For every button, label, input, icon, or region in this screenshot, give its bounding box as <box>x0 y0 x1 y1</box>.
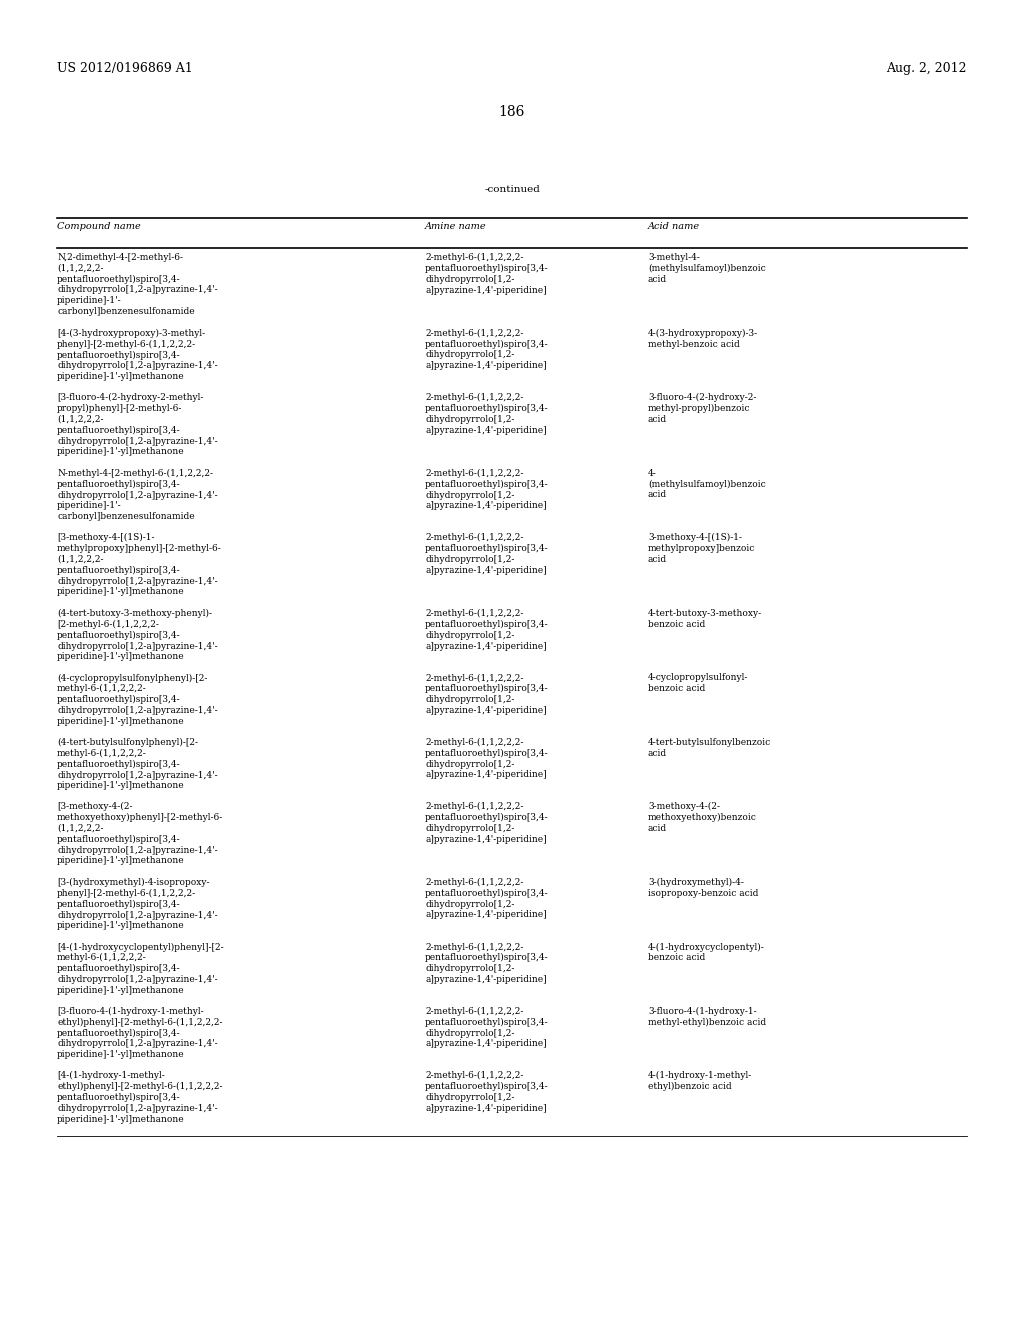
Text: [4-(1-hydroxycyclopentyl)phenyl]-[2-
methyl-6-(1,1,2,2,2-
pentafluoroethyl)spiro: [4-(1-hydroxycyclopentyl)phenyl]-[2- met… <box>57 942 223 995</box>
Text: 2-methyl-6-(1,1,2,2,2-
pentafluoroethyl)spiro[3,4-
dihydropyrrolo[1,2-
a]pyrazin: 2-methyl-6-(1,1,2,2,2- pentafluoroethyl)… <box>425 469 549 511</box>
Text: 3-(hydroxymethyl)-4-
isopropoxy-benzoic acid: 3-(hydroxymethyl)-4- isopropoxy-benzoic … <box>648 878 759 898</box>
Text: 4-(1-hydroxy-1-methyl-
ethyl)benzoic acid: 4-(1-hydroxy-1-methyl- ethyl)benzoic aci… <box>648 1072 753 1092</box>
Text: (4-cyclopropylsulfonylphenyl)-[2-
methyl-6-(1,1,2,2,2-
pentafluoroethyl)spiro[3,: (4-cyclopropylsulfonylphenyl)-[2- methyl… <box>57 673 218 726</box>
Text: (4-tert-butylsulfonylphenyl)-[2-
methyl-6-(1,1,2,2,2-
pentafluoroethyl)spiro[3,4: (4-tert-butylsulfonylphenyl)-[2- methyl-… <box>57 738 218 791</box>
Text: 3-fluoro-4-(1-hydroxy-1-
methyl-ethyl)benzoic acid: 3-fluoro-4-(1-hydroxy-1- methyl-ethyl)be… <box>648 1007 766 1027</box>
Text: Acid name: Acid name <box>648 222 700 231</box>
Text: 2-methyl-6-(1,1,2,2,2-
pentafluoroethyl)spiro[3,4-
dihydropyrrolo[1,2-
a]pyrazin: 2-methyl-6-(1,1,2,2,2- pentafluoroethyl)… <box>425 673 549 715</box>
Text: 186: 186 <box>499 106 525 119</box>
Text: [3-methoxy-4-(2-
methoxyethoxy)phenyl]-[2-methyl-6-
(1,1,2,2,2-
pentafluoroethyl: [3-methoxy-4-(2- methoxyethoxy)phenyl]-[… <box>57 803 223 866</box>
Text: 2-methyl-6-(1,1,2,2,2-
pentafluoroethyl)spiro[3,4-
dihydropyrrolo[1,2-
a]pyrazin: 2-methyl-6-(1,1,2,2,2- pentafluoroethyl)… <box>425 253 549 294</box>
Text: 3-methyl-4-
(methylsulfamoyl)benzoic
acid: 3-methyl-4- (methylsulfamoyl)benzoic aci… <box>648 253 766 284</box>
Text: 4-
(methylsulfamoyl)benzoic
acid: 4- (methylsulfamoyl)benzoic acid <box>648 469 766 499</box>
Text: Aug. 2, 2012: Aug. 2, 2012 <box>887 62 967 75</box>
Text: N,2-dimethyl-4-[2-methyl-6-
(1,1,2,2,2-
pentafluoroethyl)spiro[3,4-
dihydropyrro: N,2-dimethyl-4-[2-methyl-6- (1,1,2,2,2- … <box>57 253 218 315</box>
Text: 2-methyl-6-(1,1,2,2,2-
pentafluoroethyl)spiro[3,4-
dihydropyrrolo[1,2-
a]pyrazin: 2-methyl-6-(1,1,2,2,2- pentafluoroethyl)… <box>425 609 549 651</box>
Text: [3-fluoro-4-(1-hydroxy-1-methyl-
ethyl)phenyl]-[2-methyl-6-(1,1,2,2,2-
pentafluo: [3-fluoro-4-(1-hydroxy-1-methyl- ethyl)p… <box>57 1007 222 1059</box>
Text: N-methyl-4-[2-methyl-6-(1,1,2,2,2-
pentafluoroethyl)spiro[3,4-
dihydropyrrolo[1,: N-methyl-4-[2-methyl-6-(1,1,2,2,2- penta… <box>57 469 218 521</box>
Text: Amine name: Amine name <box>425 222 486 231</box>
Text: 2-methyl-6-(1,1,2,2,2-
pentafluoroethyl)spiro[3,4-
dihydropyrrolo[1,2-
a]pyrazin: 2-methyl-6-(1,1,2,2,2- pentafluoroethyl)… <box>425 803 549 843</box>
Text: -continued: -continued <box>484 185 540 194</box>
Text: 2-methyl-6-(1,1,2,2,2-
pentafluoroethyl)spiro[3,4-
dihydropyrrolo[1,2-
a]pyrazin: 2-methyl-6-(1,1,2,2,2- pentafluoroethyl)… <box>425 942 549 983</box>
Text: US 2012/0196869 A1: US 2012/0196869 A1 <box>57 62 193 75</box>
Text: [3-methoxy-4-[(1S)-1-
methylpropoxy]phenyl]-[2-methyl-6-
(1,1,2,2,2-
pentafluoro: [3-methoxy-4-[(1S)-1- methylpropoxy]phen… <box>57 533 222 597</box>
Text: Compound name: Compound name <box>57 222 140 231</box>
Text: (4-tert-butoxy-3-methoxy-phenyl)-
[2-methyl-6-(1,1,2,2,2-
pentafluoroethyl)spiro: (4-tert-butoxy-3-methoxy-phenyl)- [2-met… <box>57 609 218 661</box>
Text: 2-methyl-6-(1,1,2,2,2-
pentafluoroethyl)spiro[3,4-
dihydropyrrolo[1,2-
a]pyrazin: 2-methyl-6-(1,1,2,2,2- pentafluoroethyl)… <box>425 738 549 779</box>
Text: 4-(1-hydroxycyclopentyl)-
benzoic acid: 4-(1-hydroxycyclopentyl)- benzoic acid <box>648 942 765 962</box>
Text: 2-methyl-6-(1,1,2,2,2-
pentafluoroethyl)spiro[3,4-
dihydropyrrolo[1,2-
a]pyrazin: 2-methyl-6-(1,1,2,2,2- pentafluoroethyl)… <box>425 878 549 920</box>
Text: 2-methyl-6-(1,1,2,2,2-
pentafluoroethyl)spiro[3,4-
dihydropyrrolo[1,2-
a]pyrazin: 2-methyl-6-(1,1,2,2,2- pentafluoroethyl)… <box>425 329 549 370</box>
Text: 2-methyl-6-(1,1,2,2,2-
pentafluoroethyl)spiro[3,4-
dihydropyrrolo[1,2-
a]pyrazin: 2-methyl-6-(1,1,2,2,2- pentafluoroethyl)… <box>425 1007 549 1048</box>
Text: 4-(3-hydroxypropoxy)-3-
methyl-benzoic acid: 4-(3-hydroxypropoxy)-3- methyl-benzoic a… <box>648 329 758 348</box>
Text: 2-methyl-6-(1,1,2,2,2-
pentafluoroethyl)spiro[3,4-
dihydropyrrolo[1,2-
a]pyrazin: 2-methyl-6-(1,1,2,2,2- pentafluoroethyl)… <box>425 393 549 434</box>
Text: 4-tert-butoxy-3-methoxy-
benzoic acid: 4-tert-butoxy-3-methoxy- benzoic acid <box>648 609 762 628</box>
Text: 2-methyl-6-(1,1,2,2,2-
pentafluoroethyl)spiro[3,4-
dihydropyrrolo[1,2-
a]pyrazin: 2-methyl-6-(1,1,2,2,2- pentafluoroethyl)… <box>425 1072 549 1113</box>
Text: 4-tert-butylsulfonylbenzoic
acid: 4-tert-butylsulfonylbenzoic acid <box>648 738 771 758</box>
Text: 4-cyclopropylsulfonyl-
benzoic acid: 4-cyclopropylsulfonyl- benzoic acid <box>648 673 749 693</box>
Text: 3-methoxy-4-[(1S)-1-
methylpropoxy]benzoic
acid: 3-methoxy-4-[(1S)-1- methylpropoxy]benzo… <box>648 533 756 564</box>
Text: [4-(3-hydroxypropoxy)-3-methyl-
phenyl]-[2-methyl-6-(1,1,2,2,2-
pentafluoroethyl: [4-(3-hydroxypropoxy)-3-methyl- phenyl]-… <box>57 329 218 381</box>
Text: 3-methoxy-4-(2-
methoxyethoxy)benzoic
acid: 3-methoxy-4-(2- methoxyethoxy)benzoic ac… <box>648 803 757 833</box>
Text: [3-(hydroxymethyl)-4-isopropoxy-
phenyl]-[2-methyl-6-(1,1,2,2,2-
pentafluoroethy: [3-(hydroxymethyl)-4-isopropoxy- phenyl]… <box>57 878 218 931</box>
Text: 2-methyl-6-(1,1,2,2,2-
pentafluoroethyl)spiro[3,4-
dihydropyrrolo[1,2-
a]pyrazin: 2-methyl-6-(1,1,2,2,2- pentafluoroethyl)… <box>425 533 549 574</box>
Text: [3-fluoro-4-(2-hydroxy-2-methyl-
propyl)phenyl]-[2-methyl-6-
(1,1,2,2,2-
pentafl: [3-fluoro-4-(2-hydroxy-2-methyl- propyl)… <box>57 393 218 457</box>
Text: [4-(1-hydroxy-1-methyl-
ethyl)phenyl]-[2-methyl-6-(1,1,2,2,2-
pentafluoroethyl)s: [4-(1-hydroxy-1-methyl- ethyl)phenyl]-[2… <box>57 1072 222 1123</box>
Text: 3-fluoro-4-(2-hydroxy-2-
methyl-propyl)benzoic
acid: 3-fluoro-4-(2-hydroxy-2- methyl-propyl)b… <box>648 393 757 424</box>
